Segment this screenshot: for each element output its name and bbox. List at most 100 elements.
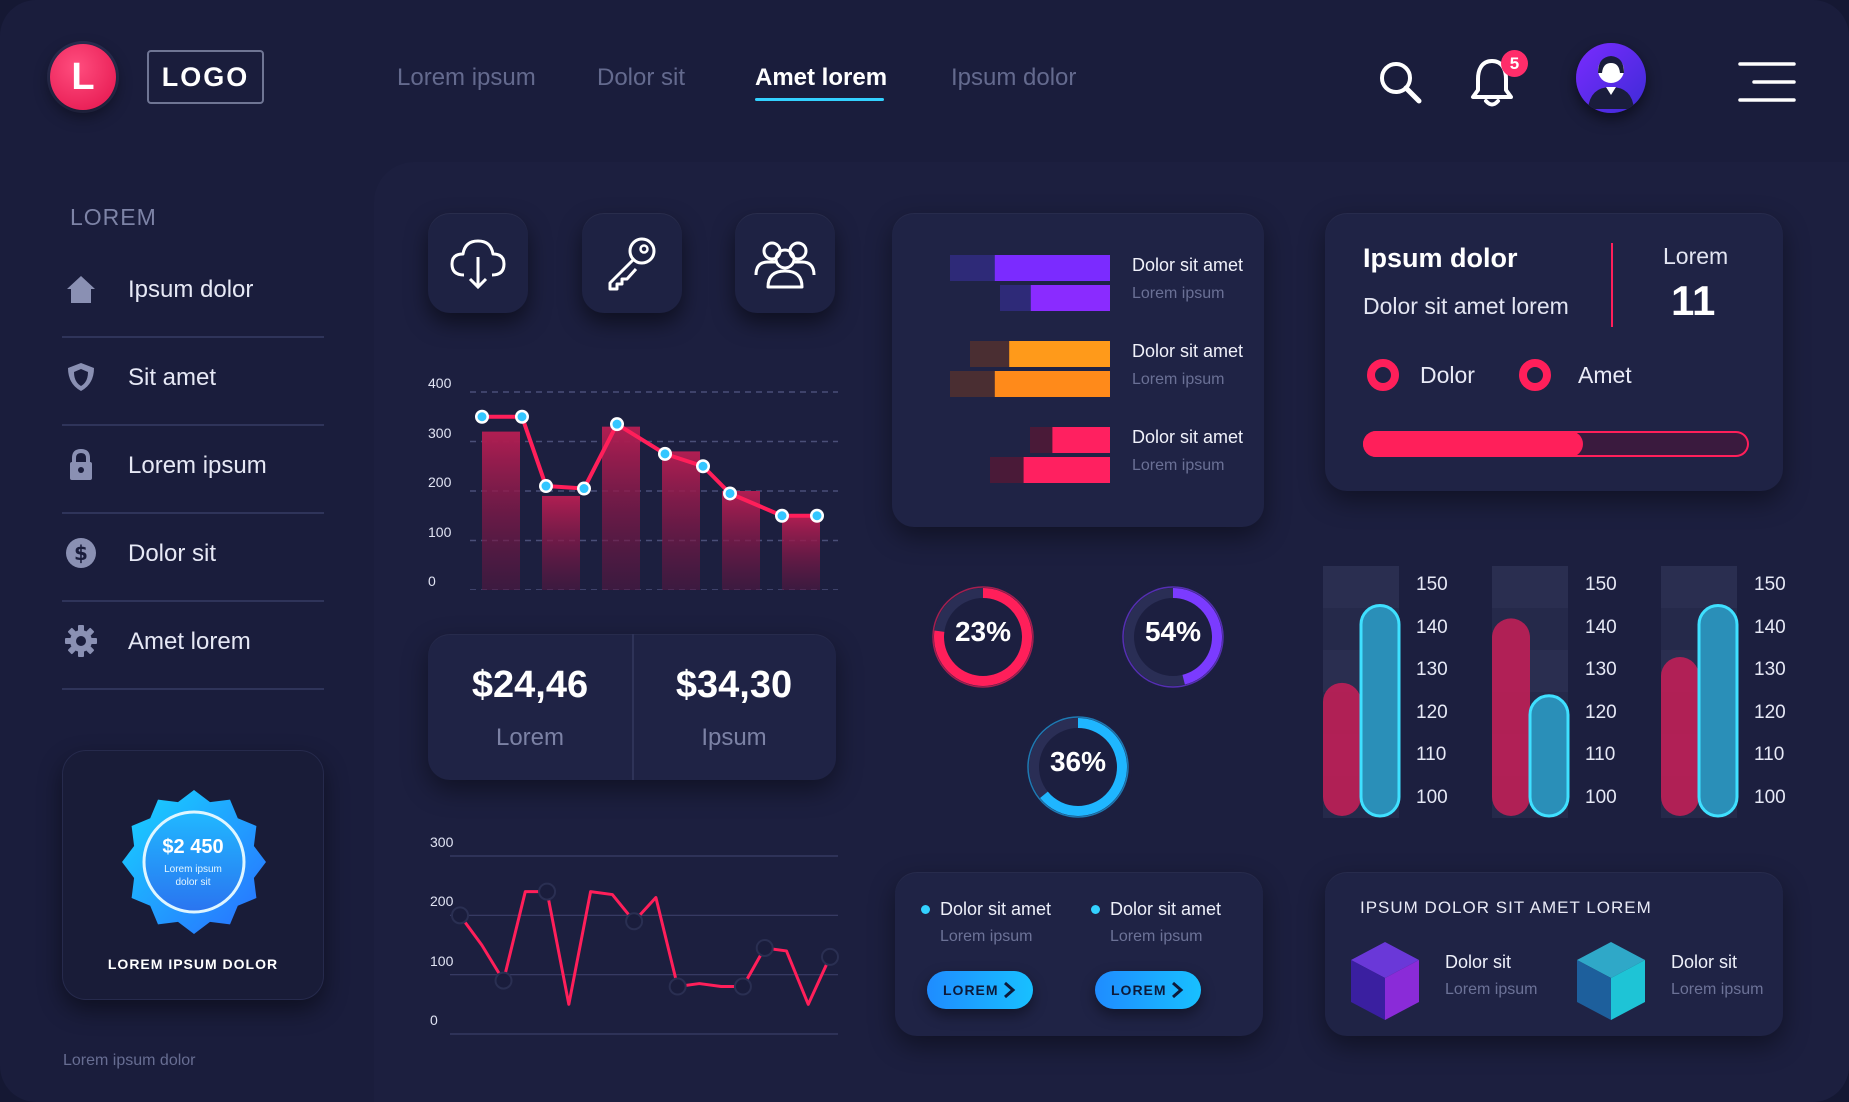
money-value-1: $24,46 (471, 664, 589, 706)
bar (1009, 341, 1110, 367)
chevron-right-icon (1172, 981, 1184, 999)
avatar[interactable] (1576, 43, 1646, 113)
bar (662, 451, 700, 590)
list-title-2: Dolor sit amet (1110, 899, 1222, 919)
sidebar-item-5[interactable]: Amet lorem (60, 602, 324, 690)
cube-icon-teal (1577, 942, 1645, 1020)
promo-card[interactable]: $2 450 Lorem ipsum dolor sit LOREM IPSUM… (62, 750, 324, 1000)
cloud-download-button[interactable] (428, 213, 528, 313)
donut-arc (1029, 718, 1127, 816)
users-button[interactable] (735, 213, 835, 313)
y-tick-label: 300 (430, 834, 454, 850)
radio-2[interactable] (1519, 359, 1551, 391)
button-label: LOREM (1111, 982, 1167, 998)
bar-line-chart (470, 391, 838, 590)
search-icon[interactable] (1374, 56, 1426, 108)
y-tick-label: 110 (1754, 744, 1785, 765)
sidebar-item-label: Dolor sit (128, 540, 217, 567)
y-tick-label: 130 (1416, 659, 1448, 680)
data-point-inner (725, 488, 735, 498)
money-label-1: Lorem (495, 724, 565, 751)
y-tick-label: 140 (1585, 616, 1617, 638)
sidebar-heading: LOREM (70, 204, 157, 230)
bar-bg (1323, 566, 1399, 608)
sidebar-item-3[interactable]: Lorem ipsum (60, 426, 324, 514)
horizontal-bars-card[interactable]: Dolor sit amet Lorem ipsum Dolor sit ame… (892, 213, 1264, 527)
svg-text:$: $ (74, 541, 88, 565)
list-sub-2: Lorem ipsum (1110, 928, 1203, 945)
data-point-inner (541, 481, 551, 491)
divider (62, 688, 324, 690)
radio-1[interactable] (1367, 359, 1399, 391)
data-point-inner (812, 511, 822, 521)
y-tick-label: 120 (1754, 701, 1786, 723)
bar (782, 515, 820, 590)
divider (62, 600, 324, 602)
y-tick-label: 400 (428, 375, 452, 391)
donut-label-3: 36% (1049, 746, 1107, 777)
bar-sublabel-1: Lorem ipsum (1132, 285, 1225, 302)
cube-sub-1: Lorem ipsum (1445, 981, 1538, 998)
data-point-inner (660, 449, 670, 459)
sidebar-item-label: Amet lorem (128, 628, 251, 655)
y-tick-label: 200 (428, 474, 452, 490)
bar-label-3: Dolor sit amet (1132, 427, 1244, 447)
users-icon (754, 241, 816, 289)
bar (1030, 285, 1110, 311)
sidebar-item-label: Lorem ipsum (128, 452, 267, 479)
bar-label-1: Dolor sit amet (1132, 255, 1244, 275)
bar-sublabel-2: Lorem ipsum (1132, 371, 1225, 388)
y-tick-label: 150 (1416, 574, 1448, 595)
bar-cyan (1528, 694, 1570, 818)
home-icon (64, 272, 98, 306)
promo-caption: LOREM IPSUM DOLOR (107, 956, 279, 972)
bar (482, 431, 520, 590)
logo-text[interactable]: LOGO (147, 50, 264, 104)
menu-icon[interactable] (1736, 60, 1796, 104)
donut-base (929, 583, 1037, 691)
sidebar-item-1[interactable]: Ipsum dolor (60, 250, 324, 338)
y-tick-label: 110 (1585, 744, 1616, 765)
y-tick-label: 100 (428, 523, 452, 540)
promo-sub-2: dolor sit (175, 877, 211, 888)
bullet (1091, 905, 1100, 914)
lorem-button-2[interactable]: LOREM (1095, 971, 1201, 1009)
money-card[interactable]: $24,46 Lorem $34,30 Ipsum (428, 634, 836, 780)
nav-tab-3-active[interactable]: Amet lorem (755, 64, 888, 91)
info-divider (1611, 243, 1613, 327)
y-tick-label: 140 (1754, 616, 1786, 638)
data-point-inner (777, 511, 787, 521)
sidebar-item-2[interactable]: Sit amet (60, 338, 324, 426)
gear-icon (64, 624, 98, 658)
lock-icon (64, 448, 98, 482)
info-card[interactable]: Ipsum dolor Dolor sit amet lorem Lorem 1… (1325, 213, 1783, 491)
data-point-inner (612, 419, 622, 429)
lorem-button-1[interactable]: LOREM (927, 971, 1033, 1009)
key-button[interactable] (582, 213, 682, 313)
nav-tab-4[interactable]: Ipsum dolor (951, 64, 1077, 91)
data-point (821, 947, 839, 966)
dollar-icon: $ (64, 536, 98, 570)
y-tick-label: 110 (1416, 744, 1447, 765)
button-label: LOREM (943, 982, 999, 998)
cube-card[interactable]: IPSUM DOLOR SIT AMET LOREM Dolor sit Lor… (1325, 872, 1783, 1036)
list-card[interactable]: Dolor sit amet Lorem ipsum LOREM Dolor s… (895, 872, 1263, 1036)
cube-title-2: Dolor sit (1671, 952, 1738, 972)
y-tick-label: 0 (430, 1012, 438, 1028)
sidebar-item-4[interactable]: $ Dolor sit (60, 514, 324, 602)
bar-pink (1323, 682, 1361, 816)
data-point-inner (517, 412, 527, 422)
bar (1052, 427, 1110, 453)
badge-icon (122, 790, 266, 934)
donut-label-1: 23% (954, 616, 1012, 647)
money-value-2: $34,30 (675, 664, 793, 706)
data-point (538, 882, 557, 901)
nav-tab-2[interactable]: Dolor sit (597, 64, 686, 91)
donut-charts (929, 583, 1227, 821)
data-point-inner (698, 461, 708, 471)
divider (62, 424, 324, 426)
nav-tab-1[interactable]: Lorem ipsum (397, 64, 536, 91)
bar-pink (1492, 618, 1530, 816)
logo-badge[interactable]: L (50, 44, 116, 110)
